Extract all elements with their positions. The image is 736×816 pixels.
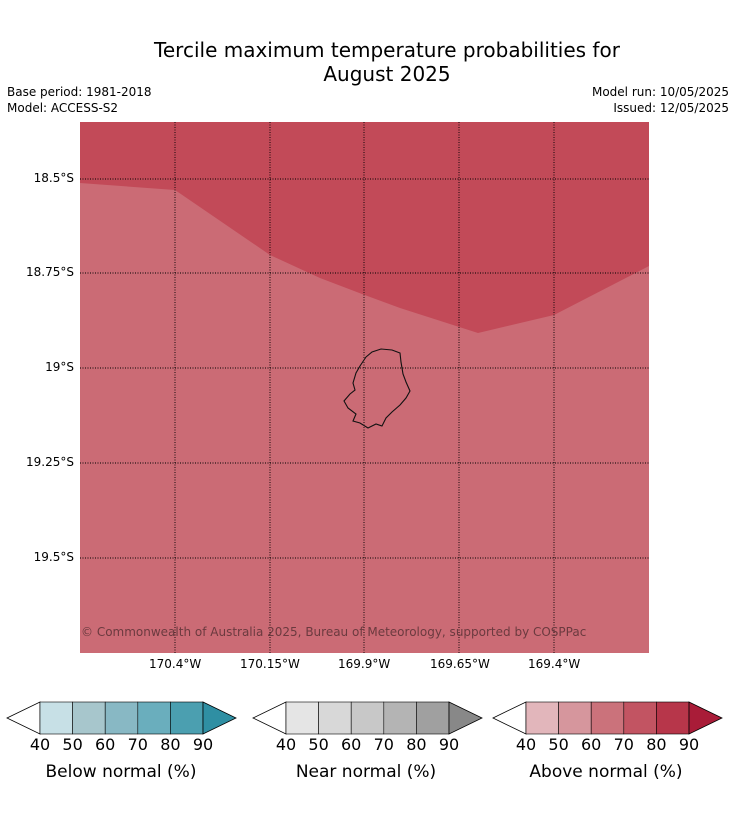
near-normal-bin xyxy=(318,701,352,735)
below-normal-tick-label: 50 xyxy=(62,735,83,754)
near-normal-bin xyxy=(285,701,319,735)
above-normal-colorbar xyxy=(492,701,723,735)
near-normal-tick-label: 80 xyxy=(406,735,427,754)
near-normal-title: Near normal (%) xyxy=(295,762,437,782)
map-title-line2: August 2025 xyxy=(323,62,451,86)
lat-label: 18.75°S xyxy=(26,265,74,279)
near-normal-bin xyxy=(383,701,417,735)
near-normal-tick-label: 40 xyxy=(275,735,297,754)
near-normal-tick-label: 90 xyxy=(438,735,460,754)
above-normal-extend-high xyxy=(688,701,723,735)
above-normal-tick-label: 80 xyxy=(646,735,667,754)
below-normal-title: Below normal (%) xyxy=(45,762,197,782)
above-normal-bin xyxy=(558,701,592,735)
graticule xyxy=(80,122,649,653)
map-fill-80-90 xyxy=(80,122,649,333)
map-title: Tercile maximum temperature probabilitie… xyxy=(0,38,736,86)
lat-label: 19°S xyxy=(45,360,74,374)
near-normal-tick-label: 50 xyxy=(308,735,329,754)
lat-label: 18.5°S xyxy=(33,171,74,185)
lon-label: 170.15°W xyxy=(240,657,300,671)
lon-label: 169.9°W xyxy=(338,657,391,671)
issued-text: Issued: 12/05/2025 xyxy=(613,101,729,115)
above-normal-tick-label: 90 xyxy=(678,735,700,754)
near-normal-extend-high xyxy=(448,701,483,735)
lat-label: 19.25°S xyxy=(26,455,74,469)
lat-label: 19.5°S xyxy=(33,550,74,564)
above-normal-extend-low xyxy=(492,701,527,735)
above-normal-tick-label: 70 xyxy=(613,735,634,754)
near-normal-colorbar xyxy=(252,701,483,735)
near-normal-extend-low xyxy=(252,701,287,735)
below-normal-tick-label: 60 xyxy=(95,735,116,754)
below-normal-colorbar xyxy=(6,701,237,735)
base-period-text: Base period: 1981-2018 xyxy=(7,85,152,99)
meta-right: Model run: 10/05/2025 Issued: 12/05/2025 xyxy=(592,84,729,116)
below-normal-tick-label: 80 xyxy=(160,735,181,754)
lon-label: 169.4°W xyxy=(528,657,581,671)
below-normal-bin xyxy=(72,701,106,735)
island-outline xyxy=(343,348,411,429)
model-run-text: Model run: 10/05/2025 xyxy=(591,85,729,99)
map-title-line1: Tercile maximum temperature probabilitie… xyxy=(154,38,620,62)
meta-left: Base period: 1981-2018 Model: ACCESS-S2 xyxy=(7,84,152,116)
lon-label: 170.4°W xyxy=(149,657,202,671)
above-normal-bin xyxy=(656,701,690,735)
above-normal-bin xyxy=(590,701,625,735)
below-normal-tick-label: 70 xyxy=(127,735,148,754)
near-normal-bin xyxy=(416,701,450,735)
near-normal-tick-label: 70 xyxy=(373,735,394,754)
below-normal-bin xyxy=(170,701,204,735)
model-text: Model: ACCESS-S2 xyxy=(7,101,119,115)
above-normal-bin xyxy=(623,701,657,735)
above-normal-tick-label: 50 xyxy=(548,735,569,754)
copyright-text: © Commonwealth of Australia 2025, Bureau… xyxy=(81,625,587,639)
above-normal-title: Above normal (%) xyxy=(529,762,683,782)
colorbars xyxy=(6,701,723,735)
above-normal-tick-label: 40 xyxy=(515,735,537,754)
below-normal-tick-label: 90 xyxy=(192,735,214,754)
lon-label: 169.65°W xyxy=(430,657,490,671)
below-normal-extend-low xyxy=(6,701,41,735)
below-normal-tick-label: 40 xyxy=(29,735,51,754)
below-normal-bin xyxy=(39,701,73,735)
below-normal-bin xyxy=(104,701,139,735)
above-normal-bin xyxy=(525,701,559,735)
below-normal-bin xyxy=(137,701,171,735)
near-normal-tick-label: 60 xyxy=(341,735,362,754)
near-normal-bin xyxy=(350,701,385,735)
below-normal-extend-high xyxy=(202,701,237,735)
above-normal-tick-label: 60 xyxy=(581,735,602,754)
